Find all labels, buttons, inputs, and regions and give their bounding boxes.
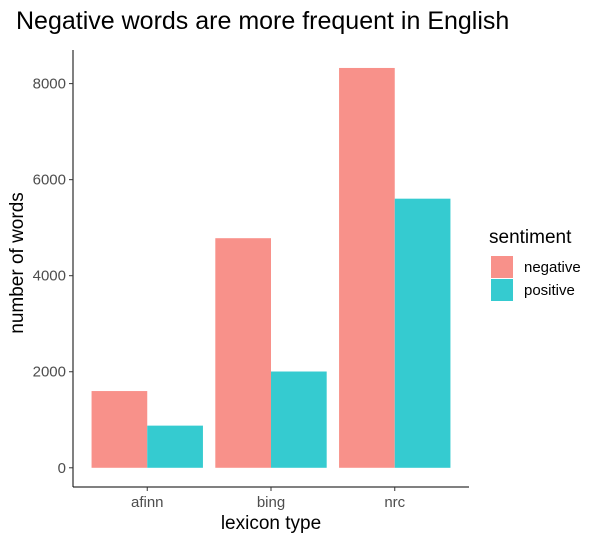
y-tick-label: 4000 [33,268,66,285]
bar-bing-positive [271,371,327,468]
legend-swatch-positive [491,279,513,301]
chart-title: Negative words are more frequent in Engl… [16,7,509,35]
x-ticks-group: afinn bing nrc [131,487,406,511]
bars-group [91,67,451,468]
y-tick-label: 6000 [33,172,66,189]
bar-bing-negative [215,238,271,468]
legend-label-negative: negative [524,259,581,276]
bar-afinn-negative [91,391,148,468]
bar-nrc-negative [339,67,395,468]
x-axis-title: lexicon type [221,513,321,534]
bar-afinn-positive [147,425,203,468]
y-tick-label: 2000 [33,364,66,381]
x-tick-label: nrc [384,494,405,511]
legend-swatch-negative [491,256,513,278]
bar-nrc-positive [394,198,451,468]
legend-items: negative positive [491,256,581,301]
plot-area: 0 2000 4000 6000 8000 afinn bing nrc [33,50,469,511]
legend: sentiment negative positive [489,227,581,301]
y-axis-title: number of words [7,192,28,334]
x-tick-label: bing [257,494,285,511]
x-tick-label: afinn [131,494,164,511]
legend-title: sentiment [489,227,572,248]
y-tick-label: 8000 [33,76,66,93]
y-tick-label: 0 [58,460,66,477]
y-ticks-group: 0 2000 4000 6000 8000 [33,76,73,477]
legend-label-positive: positive [524,282,575,299]
